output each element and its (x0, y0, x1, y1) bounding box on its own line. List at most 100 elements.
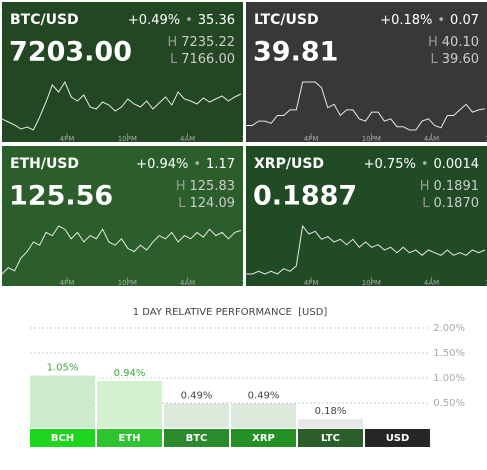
bar (298, 419, 363, 428)
x-tick-label: 10A (241, 279, 255, 287)
low-value: 7166.00 (181, 52, 235, 67)
low-label: L (170, 52, 178, 67)
x-tick-label: 10PM (118, 135, 137, 143)
high: H 7235.22 (167, 35, 235, 50)
x-tick-label: 4PM (304, 135, 319, 143)
change-abs: 35.36 (198, 13, 235, 28)
low-label: L (178, 196, 186, 211)
separator: • (185, 13, 193, 28)
x-tick-label: BTC (186, 433, 208, 444)
x-tick-label: 4PM (60, 279, 75, 287)
x-tick-label: 10PM (118, 279, 137, 287)
ticker-tile: ETH/USD +0.94% • 1.17 125.56 H 125.83 L 124.09 4P… (2, 146, 255, 287)
value-label: 0.49% (248, 391, 280, 402)
high: H 40.10 (428, 35, 479, 50)
low: L 124.09 (178, 196, 235, 211)
x-tick-label: 10PM (362, 279, 381, 287)
low-value: 39.60 (442, 52, 479, 67)
sparkline (2, 80, 242, 131)
x-tick-label: 4AM (180, 279, 195, 287)
x-tick-label: 4AM (424, 135, 439, 143)
pair: ETH/USD (10, 156, 79, 172)
x-tick-label: 4PM (304, 279, 319, 287)
tile-bg (2, 146, 243, 286)
y-tick-label: 1.50% (433, 348, 465, 359)
category-box (231, 429, 296, 447)
change-pct: +0.75% (364, 157, 416, 172)
low: L 7166.00 (170, 52, 235, 67)
high: H 0.1891 (420, 179, 479, 194)
sparkline (2, 225, 242, 275)
x-tick-label: 10A (485, 135, 487, 143)
high-label: H (176, 179, 186, 194)
chart-title: 1 DAY RELATIVE PERFORMANCE [USD] (133, 307, 328, 318)
separator: • (193, 157, 201, 172)
price: 7203.00 (9, 37, 132, 68)
change-abs: 1.17 (206, 157, 235, 172)
price: 125.56 (9, 181, 113, 212)
sparkline (246, 81, 486, 131)
value-label: 0.49% (181, 391, 213, 402)
high-value: 7235.22 (181, 35, 235, 50)
low-value: 124.09 (190, 196, 236, 211)
x-tick-label: BCH (51, 433, 74, 444)
change: +0.18% • 0.07 (380, 13, 479, 28)
bar (231, 403, 296, 428)
tile-bg (246, 146, 487, 286)
change-pct: +0.94% (136, 157, 188, 172)
change: +0.94% • 1.17 (136, 157, 235, 172)
value-label: 0.18% (315, 406, 347, 417)
y-tick-label: 0.50% (433, 398, 465, 409)
category-box (30, 429, 95, 447)
change-pct: +0.18% (380, 13, 432, 28)
pair: LTC/USD (254, 12, 319, 28)
category-box (164, 429, 229, 447)
price: 39.81 (253, 37, 338, 68)
high-value: 40.10 (442, 35, 479, 50)
x-tick-label: 10PM (362, 135, 381, 143)
separator: • (421, 157, 429, 172)
x-tick-label: XRP (252, 433, 275, 444)
change-pct: +0.49% (128, 13, 180, 28)
low: L 39.60 (431, 52, 479, 67)
sparkline (246, 224, 486, 275)
separator: • (437, 13, 445, 28)
price: 0.1887 (253, 181, 357, 212)
x-tick-label: 4PM (60, 135, 75, 143)
x-tick-label: 10A (485, 279, 487, 287)
high-value: 0.1891 (434, 179, 480, 194)
pair: XRP/USD (254, 156, 324, 172)
change: +0.49% • 35.36 (128, 13, 235, 28)
high-label: H (420, 179, 430, 194)
ticker-tile: XRP/USD +0.75% • 0.0014 0.1887 H 0.1891 L 0.1870… (246, 146, 487, 287)
x-tick-label: LTC (321, 433, 340, 444)
change: +0.75% • 0.0014 (364, 157, 479, 172)
low: L 0.1870 (422, 196, 479, 211)
bar (30, 375, 95, 428)
bar (97, 381, 162, 428)
x-tick-label: 4AM (180, 135, 195, 143)
value-label: 0.94% (114, 368, 146, 379)
pair: BTC/USD (10, 12, 79, 28)
bar (164, 403, 229, 428)
high-value: 125.83 (190, 179, 236, 194)
y-tick-label: 2.00% (433, 323, 465, 334)
change-abs: 0.0014 (434, 157, 480, 172)
category-box (97, 429, 162, 447)
low-label: L (422, 196, 430, 211)
category-box (365, 429, 430, 447)
high: H 125.83 (176, 179, 235, 194)
low-label: L (431, 52, 439, 67)
change-abs: 0.07 (450, 13, 479, 28)
value-label: 1.05% (47, 363, 79, 374)
high-label: H (428, 35, 438, 50)
high-label: H (167, 35, 177, 50)
x-tick-label: 10A (241, 135, 255, 143)
tile-bg (246, 2, 487, 142)
category-box (298, 429, 363, 447)
low-value: 0.1870 (434, 196, 480, 211)
x-tick-label: ETH (118, 433, 140, 444)
